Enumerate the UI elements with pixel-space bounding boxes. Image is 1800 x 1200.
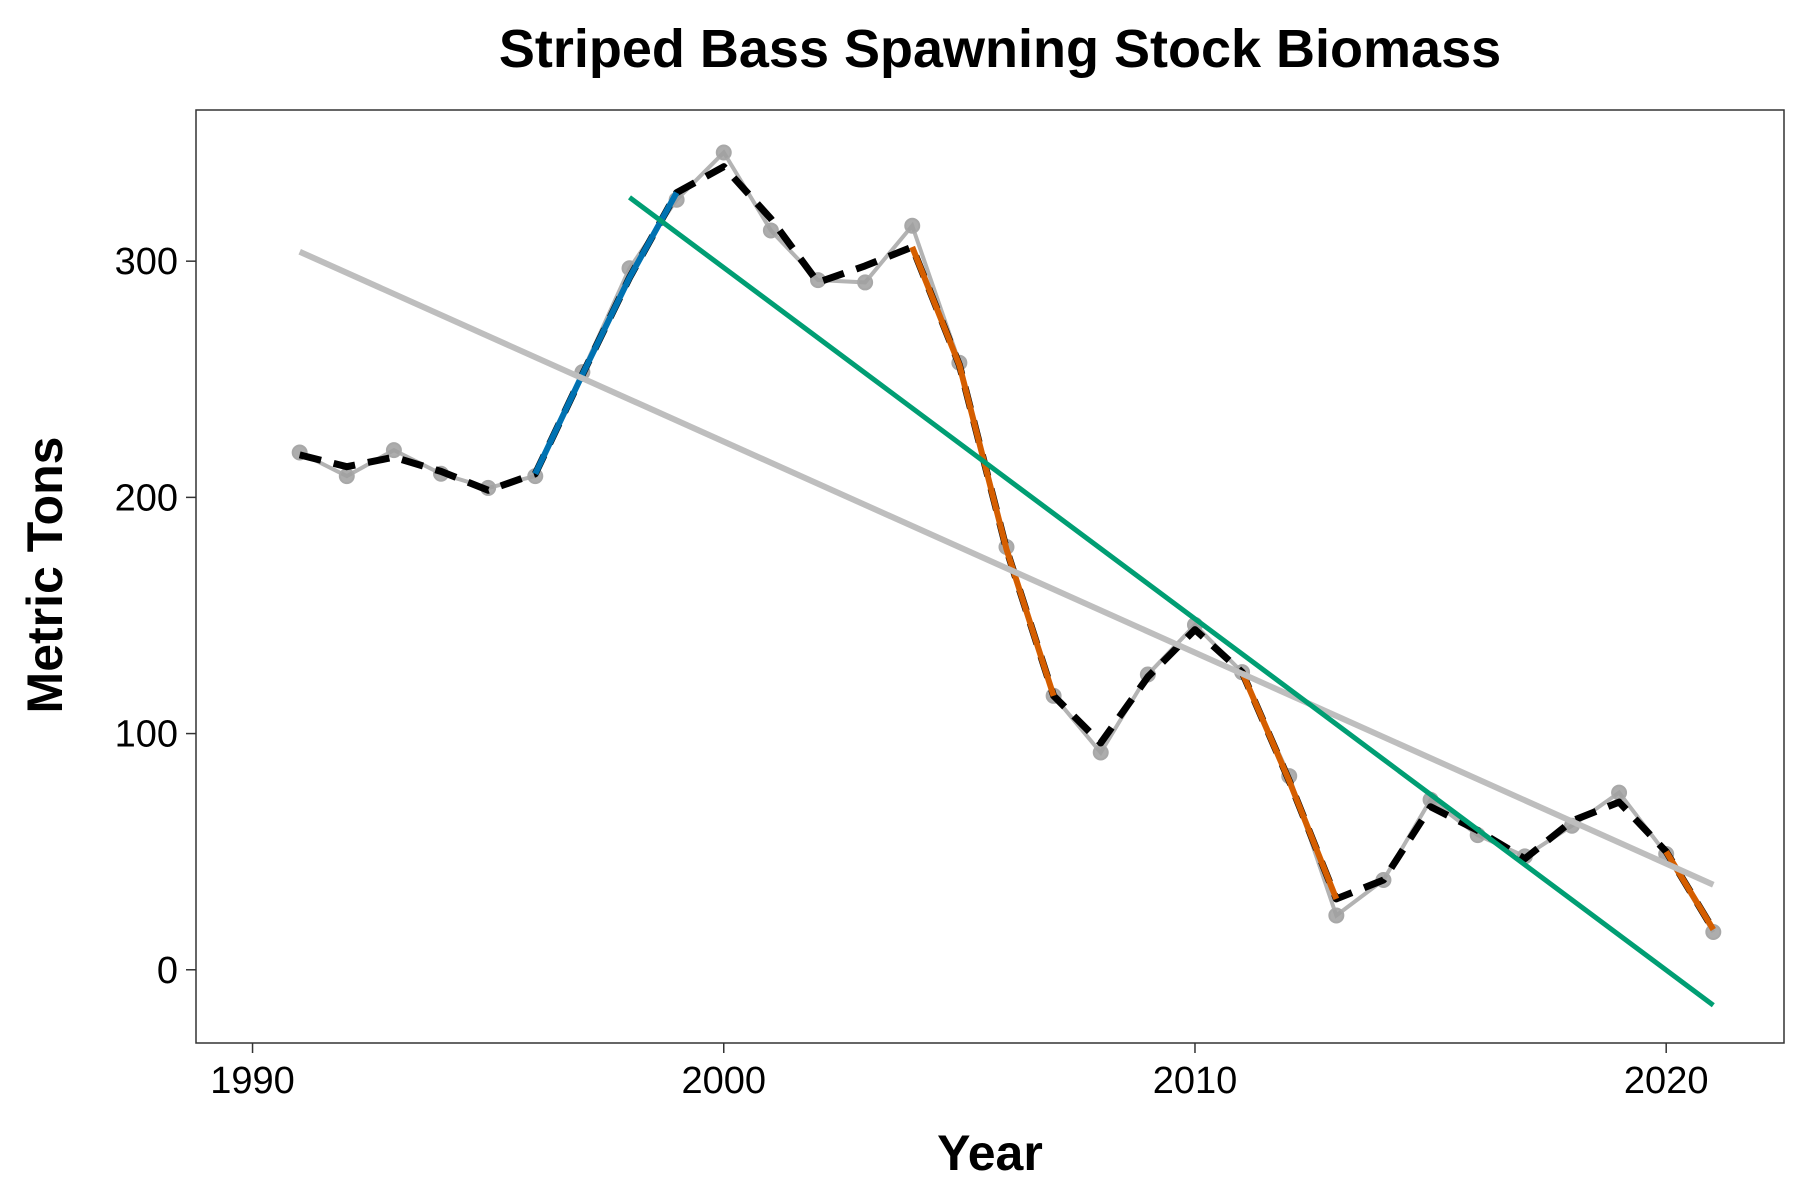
x-tick-label: 2020 <box>1624 1060 1709 1102</box>
observed-point <box>338 468 355 485</box>
observed-point <box>385 442 402 459</box>
x-tick-label: 2000 <box>681 1060 766 1102</box>
decrease-segment <box>909 245 1057 697</box>
x-axis-title: Year <box>937 1125 1043 1181</box>
observed-point <box>1328 907 1345 924</box>
trend-line-all-years <box>298 248 1715 888</box>
x-tick-label: 1990 <box>210 1060 295 1102</box>
observed-point <box>904 217 921 234</box>
decrease-segment <box>1239 671 1340 901</box>
observed-point <box>857 274 874 291</box>
y-tick-label: 0 <box>157 950 178 992</box>
observed-point <box>762 222 779 239</box>
y-axis: 0 100 200 300 <box>115 241 196 992</box>
observed-point <box>1092 744 1109 761</box>
observed-point <box>1611 784 1628 801</box>
y-tick-label: 100 <box>115 714 178 756</box>
x-tick-label: 2010 <box>1153 1060 1238 1102</box>
trend-line-recent <box>628 195 1715 1008</box>
x-axis: 1990 2000 2010 2020 <box>210 1043 1708 1102</box>
chart-title: Striped Bass Spawning Stock Biomass <box>499 19 1501 79</box>
plot-marks <box>291 144 1722 1008</box>
increase-segment <box>532 191 680 476</box>
plot-panel <box>195 109 1785 1044</box>
y-tick-label: 300 <box>115 241 178 283</box>
y-tick-label: 200 <box>115 477 178 519</box>
y-axis-title: Metric Tons <box>17 437 73 714</box>
observed-point <box>715 144 732 161</box>
